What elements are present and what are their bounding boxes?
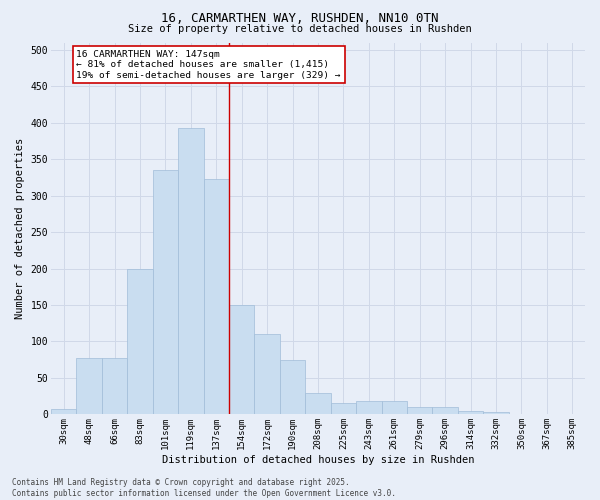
Bar bbox=[51, 410, 76, 414]
Bar bbox=[203, 179, 229, 414]
Bar bbox=[433, 407, 458, 414]
Bar bbox=[280, 360, 305, 414]
Bar bbox=[102, 358, 127, 414]
Bar bbox=[331, 404, 356, 414]
Text: Contains HM Land Registry data © Crown copyright and database right 2025.
Contai: Contains HM Land Registry data © Crown c… bbox=[12, 478, 396, 498]
Bar bbox=[229, 305, 254, 414]
Bar bbox=[356, 402, 382, 414]
Bar bbox=[152, 170, 178, 414]
Text: 16, CARMARTHEN WAY, RUSHDEN, NN10 0TN: 16, CARMARTHEN WAY, RUSHDEN, NN10 0TN bbox=[161, 12, 439, 26]
Bar bbox=[382, 402, 407, 414]
Bar bbox=[254, 334, 280, 414]
Bar bbox=[178, 128, 203, 414]
Bar bbox=[76, 358, 102, 414]
Y-axis label: Number of detached properties: Number of detached properties bbox=[15, 138, 25, 319]
Bar bbox=[483, 412, 509, 414]
Bar bbox=[127, 268, 152, 414]
Bar bbox=[407, 407, 433, 414]
Text: 16 CARMARTHEN WAY: 147sqm
← 81% of detached houses are smaller (1,415)
19% of se: 16 CARMARTHEN WAY: 147sqm ← 81% of detac… bbox=[76, 50, 341, 80]
X-axis label: Distribution of detached houses by size in Rushden: Distribution of detached houses by size … bbox=[162, 455, 474, 465]
Bar bbox=[458, 411, 483, 414]
Bar bbox=[305, 392, 331, 414]
Text: Size of property relative to detached houses in Rushden: Size of property relative to detached ho… bbox=[128, 24, 472, 34]
